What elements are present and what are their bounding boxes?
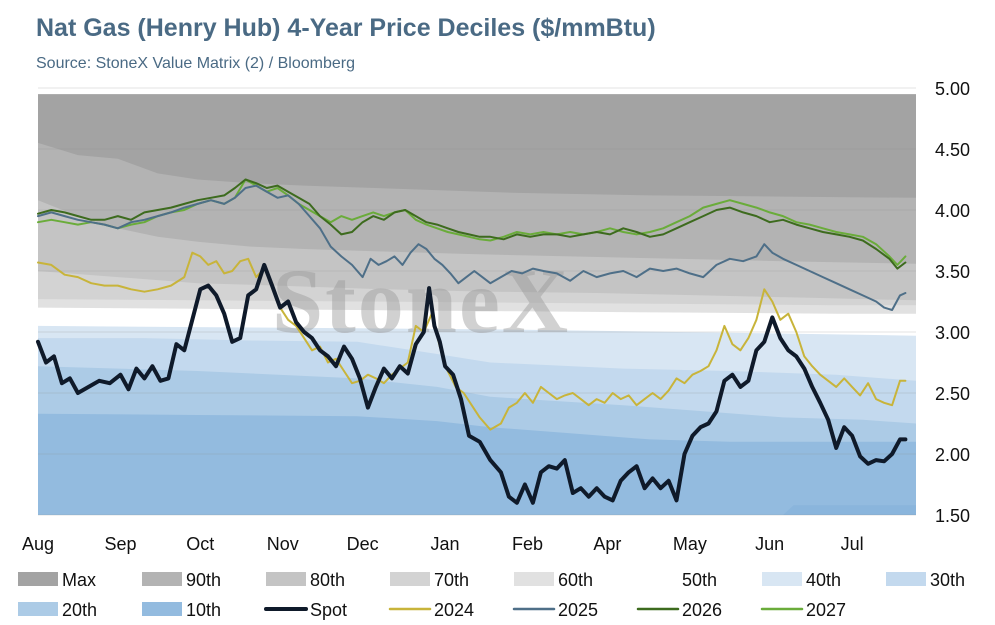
y-tick-label: 5.00 [935,79,970,99]
band-min [38,505,916,515]
legend-swatch [18,602,58,616]
legend-label: Spot [310,600,347,620]
legend-label: 90th [186,570,221,590]
legend-label: 2027 [806,600,846,620]
legend-label: Max [62,570,96,590]
x-tick-label: Oct [186,534,214,554]
y-tick-label: 3.00 [935,323,970,343]
x-tick-label: Aug [22,534,54,554]
x-tick-label: May [673,534,707,554]
y-tick-label: 4.50 [935,140,970,160]
series-2025 [37,184,907,311]
legend-swatch [762,572,802,586]
x-tick-label: Nov [267,534,299,554]
legend-label: 20th [62,600,97,620]
series-2024 [37,251,907,431]
legend: Max 90th 80th 70th 60th 50th 40th 30th 20th 10th S… [18,570,965,620]
y-tick-label: 1.50 [935,506,970,526]
legend-swatch [514,572,554,586]
series-spot [36,262,908,505]
chart-title: Nat Gas (Henry Hub) 4-Year Price Deciles… [36,14,656,42]
legend-label: 2024 [434,600,474,620]
price-series [36,178,908,505]
legend-swatch [142,602,182,616]
y-axis-ticks: 5.00 4.50 4.00 3.50 3.00 2.50 2.00 1.50 [935,79,970,526]
legend-label: 60th [558,570,593,590]
x-tick-label: Jan [431,534,460,554]
legend-label: 10th [186,600,221,620]
series-2026 [37,178,907,270]
legend-swatch [266,572,306,586]
legend-swatch [886,572,926,586]
legend-swatch [18,572,58,586]
legend-label: 80th [310,570,345,590]
y-tick-label: 2.00 [935,445,970,465]
chart-subtitle: Source: StoneX Value Matrix (2) / Bloomb… [36,55,355,72]
legend-label: 40th [806,570,841,590]
legend-label: 2025 [558,600,598,620]
band-10th [38,413,916,515]
legend-swatch [637,571,679,587]
legend-label: 70th [434,570,469,590]
x-axis-ticks: Aug Sep Oct Nov Dec Jan Feb Apr May Jun Jul [22,534,864,554]
legend-swatch [142,572,182,586]
legend-label: 50th [682,570,717,590]
x-tick-label: Apr [593,534,621,554]
legend-label: 30th [930,570,965,590]
legend-label: 2026 [682,600,722,620]
gridlines [38,87,916,516]
y-tick-label: 4.00 [935,201,970,221]
x-tick-label: Feb [512,534,543,554]
y-tick-label: 3.50 [935,262,970,282]
x-tick-label: Jul [841,534,864,554]
x-tick-label: Sep [104,534,136,554]
x-tick-label: Jun [755,534,784,554]
y-tick-label: 2.50 [935,384,970,404]
x-tick-label: Dec [347,534,379,554]
legend-swatch [390,572,430,586]
